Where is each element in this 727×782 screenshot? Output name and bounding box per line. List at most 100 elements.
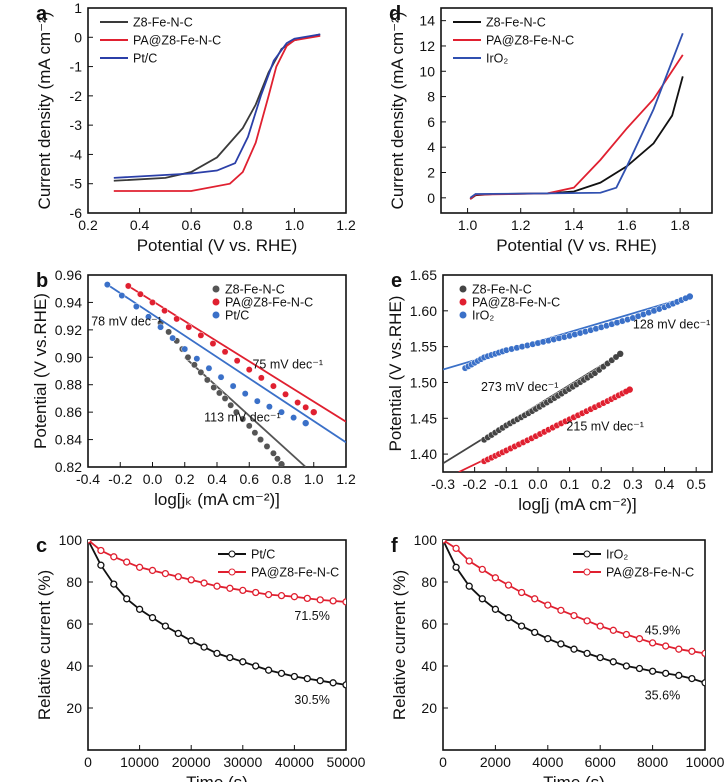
y-tick-label: 1.50 — [410, 374, 437, 390]
data-point — [118, 292, 126, 300]
data-point — [135, 563, 144, 571]
data-point — [193, 355, 201, 363]
y-tick-label: 20 — [421, 700, 437, 716]
data-point — [174, 573, 182, 581]
y-tick-label: 1.65 — [410, 267, 437, 283]
data-point — [257, 436, 264, 444]
data-point — [290, 414, 298, 422]
data-point — [342, 681, 346, 689]
data-point — [583, 649, 591, 658]
legend-marker — [212, 311, 220, 319]
legend-marker — [583, 568, 591, 576]
data-point — [617, 350, 624, 357]
annotation: 78 mV dec⁻¹ — [91, 315, 162, 329]
x-tick-label: 0.2 — [78, 217, 98, 233]
data-point — [239, 658, 247, 666]
y-axis-label: Current density (mA cm⁻²) — [35, 12, 54, 210]
data-point — [239, 586, 247, 595]
y-tick-label: 100 — [59, 532, 83, 548]
legend-item: Z8-Fe-N-C — [100, 16, 193, 30]
y-tick-label: -6 — [70, 205, 83, 221]
legend-marker — [228, 568, 236, 576]
data-point — [110, 580, 118, 588]
data-point — [329, 597, 337, 605]
legend-item: Pt/C — [212, 309, 249, 323]
data-point — [205, 364, 213, 372]
x-tick-label: 1.2 — [336, 471, 356, 487]
y-tick-label: 0.88 — [55, 377, 82, 393]
data-point — [252, 662, 260, 670]
x-tick-label: 0.4 — [655, 476, 675, 492]
x-axis-label: log[j (mA cm⁻²)] — [518, 495, 637, 514]
data-point — [227, 401, 235, 409]
data-point — [688, 647, 696, 655]
y-tick-label: 8 — [427, 89, 435, 105]
legend-label: IrO₂ — [606, 548, 628, 562]
data-point — [103, 281, 111, 289]
x-tick-label: 0.1 — [560, 476, 580, 492]
y-tick-label: 0.82 — [55, 459, 82, 475]
data-point — [165, 328, 173, 336]
data-point — [233, 357, 241, 365]
data-point — [517, 588, 526, 597]
y-tick-label: 40 — [66, 658, 82, 674]
x-tick-label: 0.2 — [592, 476, 612, 492]
x-tick-label: 8000 — [637, 754, 668, 770]
data-point — [452, 544, 460, 553]
data-point — [277, 592, 286, 600]
y-tick-label: 80 — [421, 574, 437, 590]
data-point — [161, 307, 169, 315]
data-point — [491, 574, 500, 582]
data-point — [570, 611, 578, 620]
plot-frame — [87, 7, 347, 214]
y-tick-label: 100 — [414, 532, 438, 548]
x-axis-label: Potential (V vs. RHE) — [496, 236, 657, 255]
panel-label: d — [389, 3, 401, 25]
legend-item: IrO₂ — [453, 52, 508, 66]
series-line — [113, 34, 321, 192]
y-tick-label: 0.86 — [55, 404, 82, 420]
data-point — [316, 677, 324, 685]
data-point — [173, 315, 181, 323]
data-point — [185, 323, 193, 331]
x-axis-label: Time (s) — [186, 773, 248, 782]
data-point — [245, 422, 253, 430]
data-point — [148, 566, 157, 575]
data-point — [187, 637, 195, 645]
data-point — [342, 598, 346, 606]
y-axis-label: Relative current (%) — [35, 570, 54, 720]
data-point — [145, 313, 152, 321]
legend-marker — [583, 550, 591, 558]
data-point — [274, 455, 281, 463]
data-point — [290, 672, 299, 681]
data-point — [210, 384, 218, 391]
plot-area — [443, 540, 705, 687]
data-point — [149, 298, 156, 306]
x-tick-label: 0 — [439, 754, 447, 770]
legend-marker — [212, 285, 220, 293]
data-point — [269, 449, 277, 457]
data-point — [583, 617, 591, 625]
plot-frame — [442, 274, 713, 473]
legend-label: PA@Z8-Fe-N-C — [133, 34, 221, 48]
data-point — [232, 408, 240, 416]
y-tick-label: 0.96 — [55, 267, 82, 283]
legend-label: Pt/C — [133, 52, 157, 66]
legend-item: IrO₂ — [459, 309, 494, 323]
data-point — [504, 581, 513, 589]
x-tick-label: 1.0 — [304, 471, 324, 487]
legend-item: PA@Z8-Fe-N-C — [459, 296, 560, 310]
y-tick-label: 60 — [66, 616, 82, 632]
data-point — [662, 669, 670, 677]
panel-d: d 1.0 1.2 1.4 1.6 1.8 0 2 4 6 8 10 12 14 Potential (V … — [388, 3, 713, 255]
legend-item: PA@Z8-Fe-N-C — [100, 34, 221, 48]
legend-label: Z8-Fe-N-C — [472, 283, 532, 297]
y-tick-label: -5 — [70, 176, 83, 192]
data-point — [221, 394, 229, 402]
legend-item: Z8-Fe-N-C — [459, 283, 532, 297]
data-point — [123, 595, 131, 603]
data-point — [648, 667, 657, 675]
data-point — [622, 662, 631, 670]
x-tick-label: 50000 — [327, 754, 366, 770]
data-point — [626, 386, 633, 393]
